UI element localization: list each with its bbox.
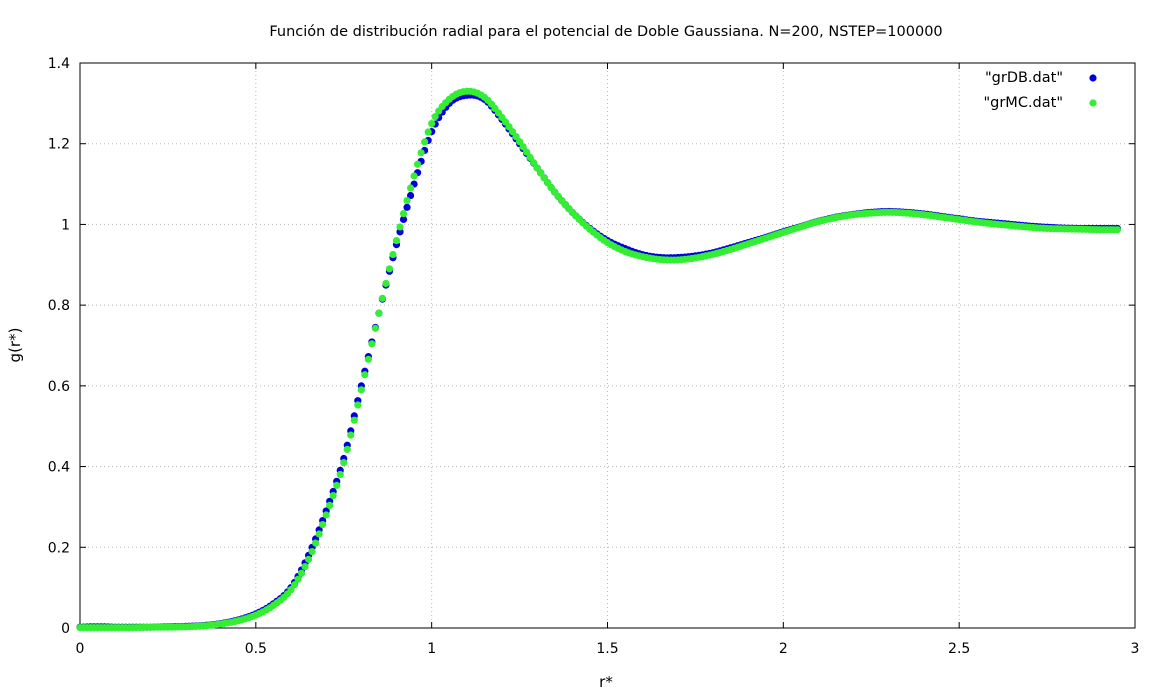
data-point <box>392 236 401 245</box>
data-point <box>431 113 439 121</box>
data-point <box>530 159 538 167</box>
data-point <box>333 481 341 489</box>
data-point <box>343 445 351 453</box>
data-point <box>537 169 545 177</box>
data-point <box>368 340 376 348</box>
data-point <box>329 491 337 500</box>
data-point <box>406 184 415 192</box>
data-point <box>533 164 541 172</box>
y-axis-label: g(r*) <box>6 328 24 363</box>
data-point <box>519 143 527 151</box>
data-point <box>375 309 383 317</box>
data-point <box>424 128 432 136</box>
data-point <box>364 355 372 363</box>
data-point <box>336 470 344 479</box>
x-axis-label: r* <box>599 673 613 691</box>
data-point <box>357 386 365 394</box>
data-point <box>417 149 425 157</box>
legend-marker-grdb <box>1089 74 1097 82</box>
x-tick-label: 0.5 <box>245 641 267 657</box>
x-tick-label: 1 <box>427 641 436 657</box>
data-point <box>396 223 404 231</box>
data-point <box>308 547 316 556</box>
data-point <box>421 138 429 146</box>
legend: "grDB.dat" "grMC.dat" <box>983 70 1097 111</box>
data-point <box>347 431 355 439</box>
data-point <box>290 581 299 589</box>
series-0 <box>76 91 1122 631</box>
y-tick-label: 1 <box>61 217 70 233</box>
grid <box>80 63 1135 628</box>
series-1 <box>76 87 1122 632</box>
y-tick-label: 0.8 <box>48 298 70 314</box>
data-point <box>312 539 320 547</box>
y-tick-label: 1.4 <box>48 56 70 72</box>
data-point <box>414 160 422 168</box>
data-point <box>515 138 524 146</box>
data-point <box>508 128 517 136</box>
data-point <box>406 191 415 200</box>
data-points <box>76 87 1122 632</box>
data-point <box>297 569 306 577</box>
data-point <box>385 265 394 273</box>
x-tick-label: 3 <box>1131 641 1140 657</box>
legend-label-grmc: "grMC.dat" <box>983 95 1063 111</box>
data-point <box>378 294 387 302</box>
data-point <box>1113 226 1122 234</box>
x-tick-label: 2.5 <box>948 641 970 657</box>
data-point <box>304 555 313 563</box>
x-tick-label: 2 <box>779 641 788 657</box>
data-point <box>399 209 408 218</box>
data-point <box>301 562 309 571</box>
data-point <box>294 575 302 583</box>
x-axis: 0 0.5 1 1.5 2 2.5 3 <box>76 63 1140 657</box>
data-point <box>512 133 520 141</box>
data-point <box>350 416 358 424</box>
data-point <box>340 458 348 467</box>
chart-title: Función de distribución radial para el p… <box>269 24 942 40</box>
data-point <box>410 172 418 180</box>
y-tick-label: 0.6 <box>48 379 70 395</box>
data-point <box>361 371 369 379</box>
data-point <box>382 279 390 288</box>
legend-label-grdb: "grDB.dat" <box>985 70 1063 86</box>
y-axis: 0 0.2 0.4 0.6 0.8 1 1.2 1.4 <box>48 56 1135 637</box>
data-point <box>389 250 397 259</box>
x-tick-label: 0 <box>76 641 85 657</box>
data-point <box>428 119 436 128</box>
data-point <box>403 203 411 211</box>
data-point <box>403 196 411 205</box>
data-point <box>399 215 408 224</box>
y-tick-label: 0 <box>61 621 70 637</box>
data-point <box>326 501 334 509</box>
data-point <box>319 521 327 529</box>
data-point <box>322 511 330 519</box>
y-tick-label: 1.2 <box>48 137 70 153</box>
y-tick-label: 0.2 <box>48 540 70 556</box>
data-point <box>526 153 534 162</box>
data-point <box>523 148 531 156</box>
y-tick-label: 0.4 <box>48 460 70 476</box>
data-point <box>371 324 379 332</box>
x-tick-label: 1.5 <box>596 641 618 657</box>
legend-marker-grmc <box>1089 99 1097 107</box>
data-point <box>354 401 362 409</box>
data-point <box>315 530 323 538</box>
